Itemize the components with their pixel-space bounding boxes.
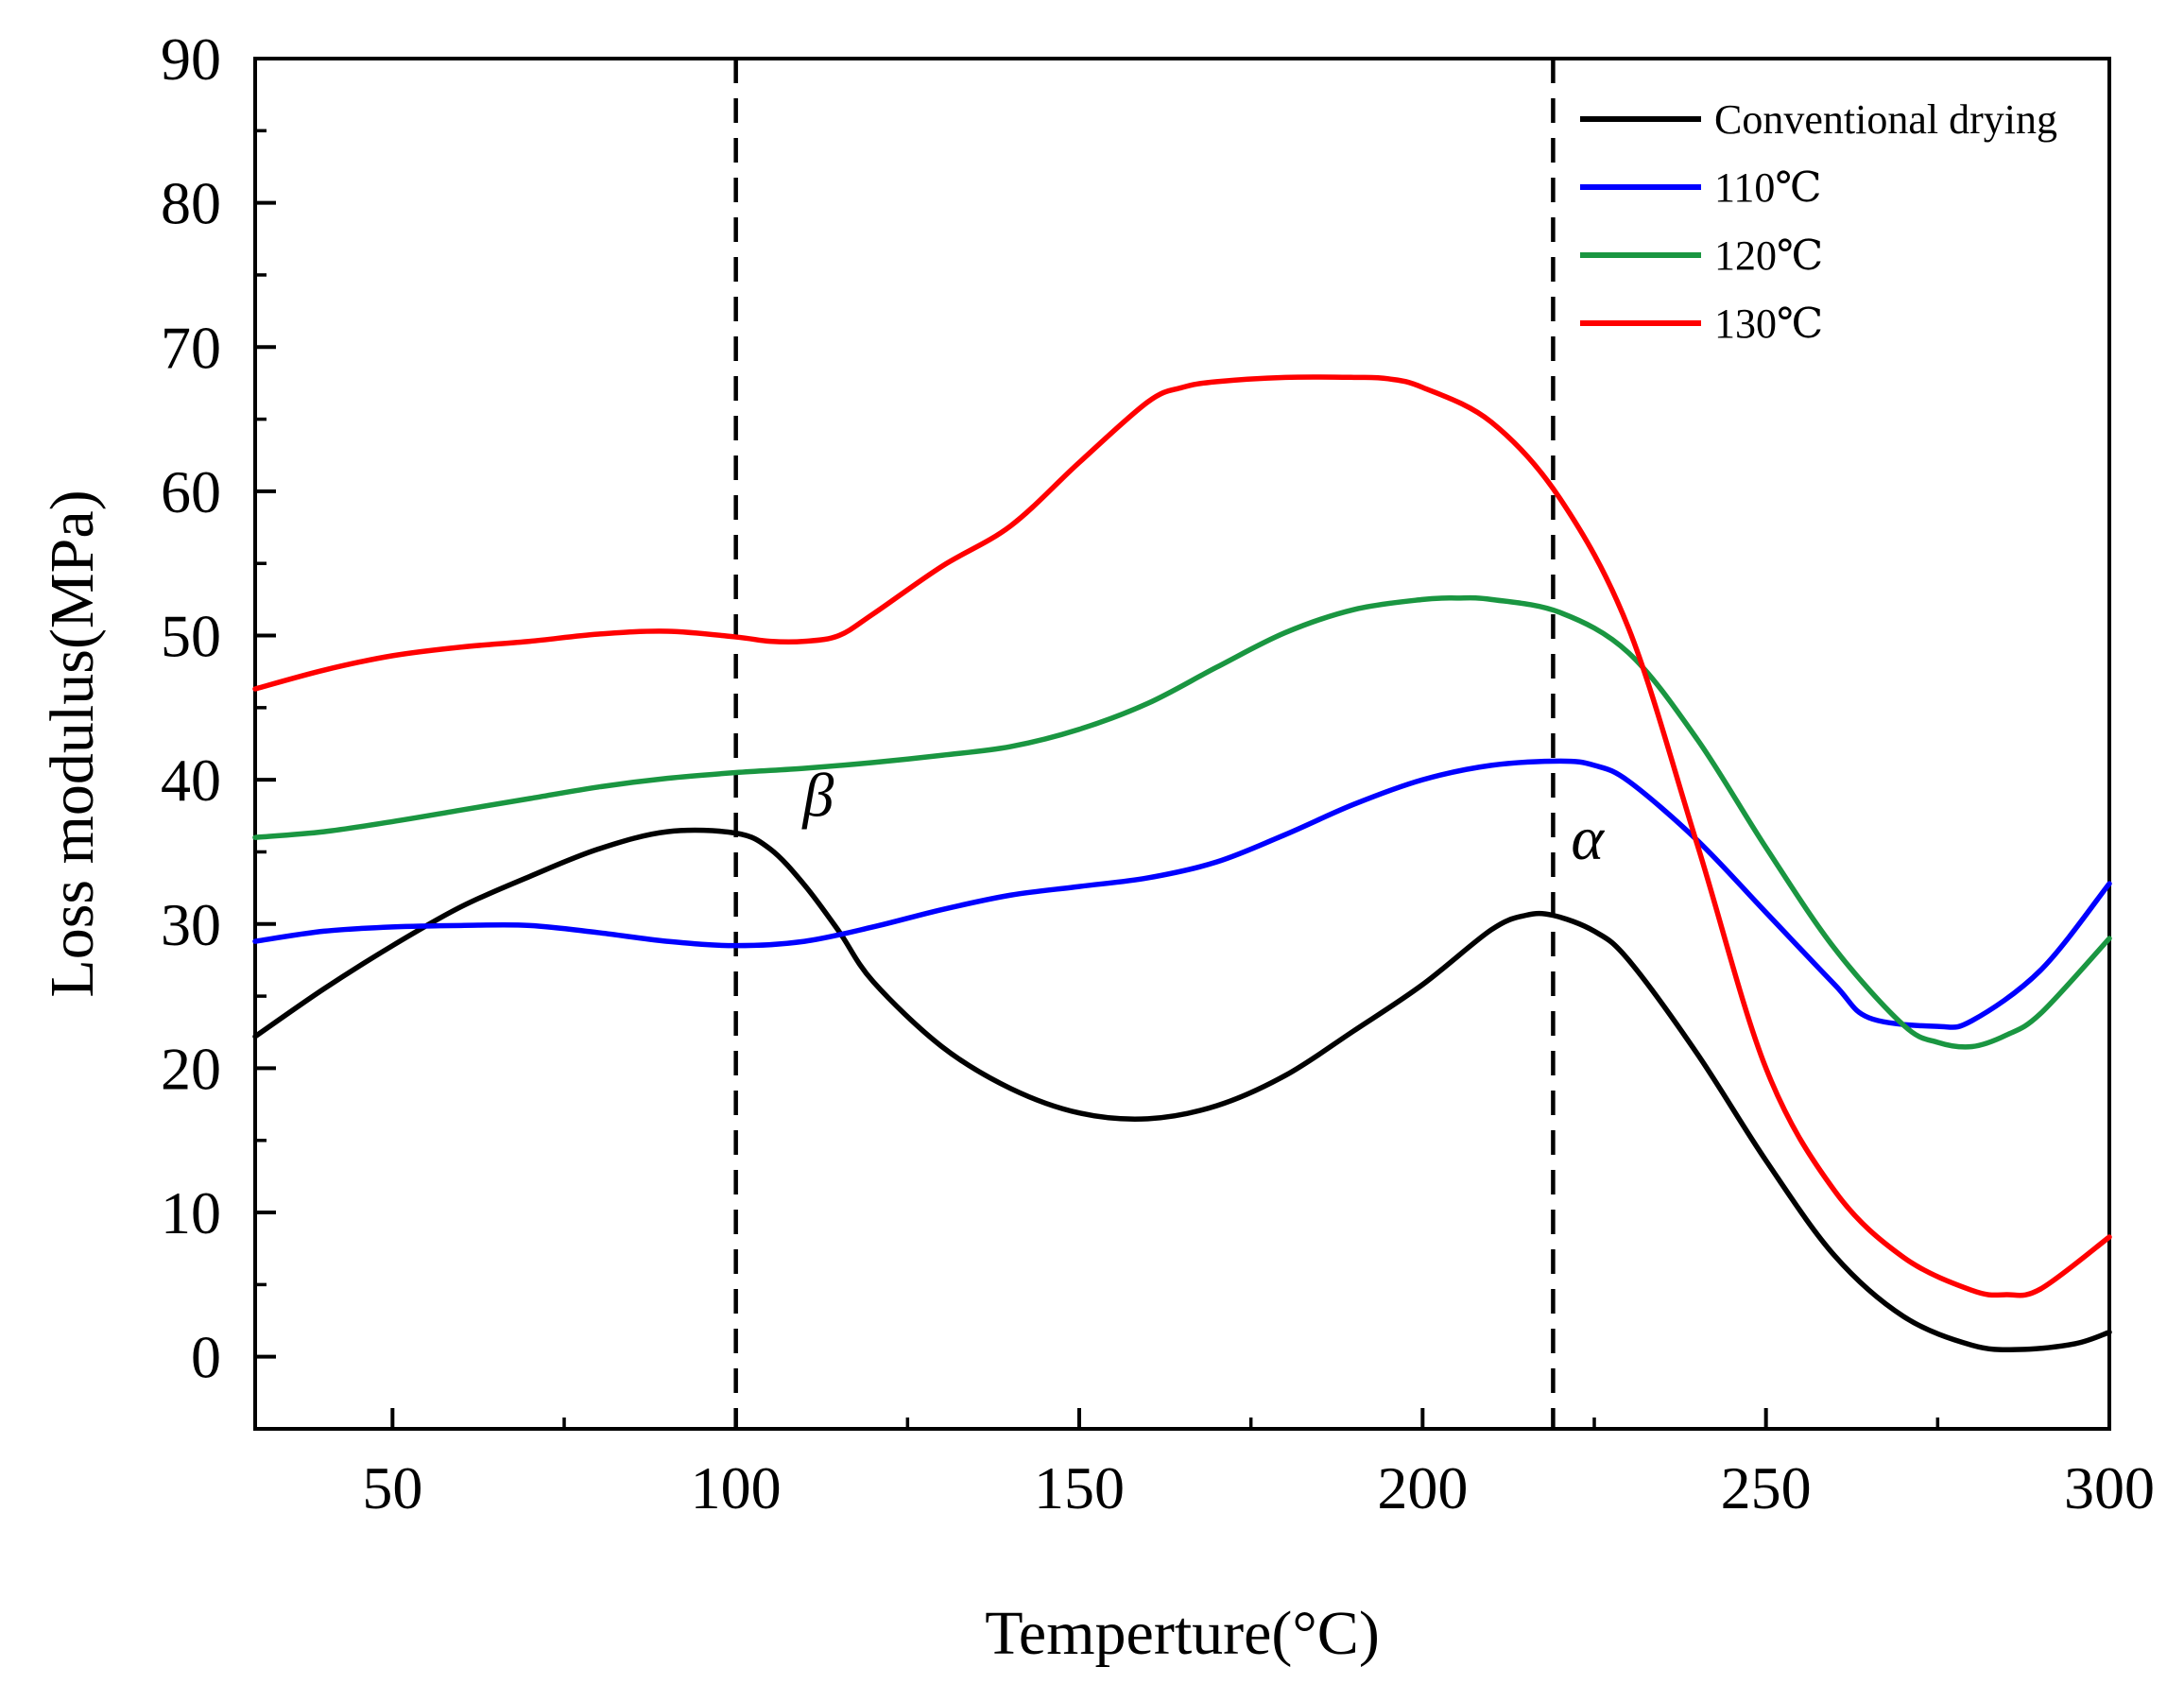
series-line-130: [252, 374, 2112, 1298]
series-line-110: [252, 758, 2112, 1030]
x-axis: 50 100 150 200 250 300: [362, 1408, 2155, 1521]
x-tick-label: 300: [2064, 1454, 2155, 1521]
y-tick-label: 40: [161, 747, 221, 814]
annotations: βα: [800, 761, 1605, 873]
y-tick-label: 70: [161, 314, 221, 381]
x-tick-label: 200: [1377, 1454, 1468, 1521]
y-tick-label: 80: [161, 170, 221, 237]
y-tick-label: 20: [161, 1035, 221, 1102]
legend-label: 130℃: [1714, 301, 1823, 347]
y-tick-label: 90: [161, 26, 221, 93]
y-axis-title: Loss modulus(MPa): [38, 490, 107, 997]
y-tick-label: 60: [161, 458, 221, 525]
y-tick-label: 30: [161, 891, 221, 958]
legend-label: Conventional drying: [1714, 96, 2057, 143]
annotation-beta: β: [800, 761, 834, 830]
series-line-conventional-drying: [252, 827, 2112, 1353]
legend: Conventional drying 110℃ 120℃ 130℃: [1580, 96, 2057, 347]
x-axis-title: Temperture(°C): [985, 1599, 1380, 1668]
x-tick-label: 100: [691, 1454, 782, 1521]
plot-border: [253, 57, 2111, 1431]
x-tick-label: 150: [1034, 1454, 1125, 1521]
y-tick-label: 10: [161, 1179, 221, 1246]
x-tick-label: 50: [362, 1454, 422, 1521]
legend-label: 110℃: [1714, 164, 1822, 211]
reference-lines: [733, 59, 1556, 1429]
legend-label: 120℃: [1714, 232, 1823, 279]
annotation-alpha: α: [1571, 804, 1605, 873]
y-tick-label: 0: [191, 1324, 221, 1391]
plot-frame: [253, 57, 2111, 1431]
y-tick-label: 50: [161, 603, 221, 670]
series-layer: [252, 374, 2112, 1353]
series-line-120: [252, 594, 2112, 1050]
y-axis: 0 10 20 30 40 50 60 70 80 90: [161, 26, 276, 1431]
x-tick-label: 250: [1721, 1454, 1812, 1521]
